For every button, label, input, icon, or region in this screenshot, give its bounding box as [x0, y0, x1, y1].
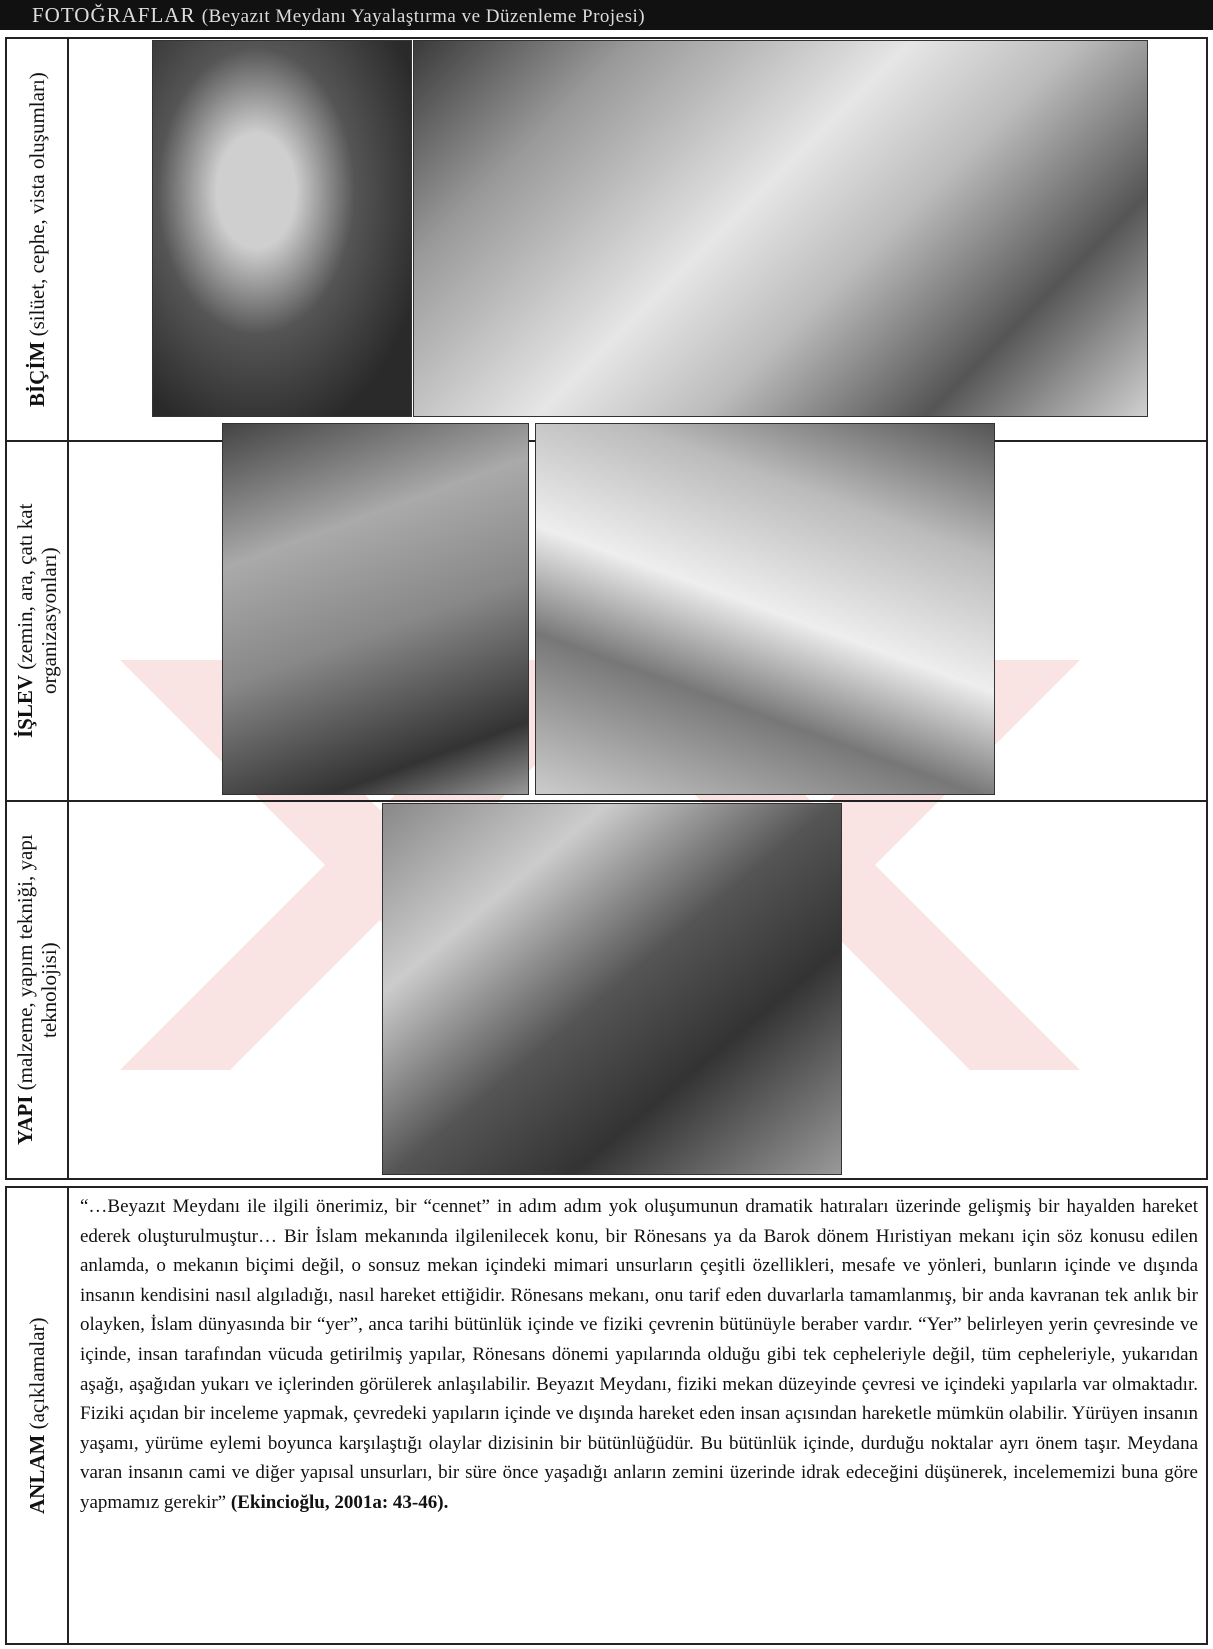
label-title: İŞLEV [13, 675, 37, 739]
citation: (Ekincioğlu, 2001a: 43-46). [230, 1491, 449, 1513]
photo [413, 40, 1148, 417]
row-label: ANLAM (açıklamalar) [7, 1188, 67, 1643]
row-label: İŞLEV (zemin, ara, çatı kat organizasyon… [7, 442, 67, 800]
photo-cell [67, 800, 1208, 1180]
header-title: FOTOĞRAFLAR [32, 3, 196, 27]
photo [382, 803, 842, 1175]
header: FOTOĞRAFLAR (Beyazıt Meydanı Yayalaştırm… [0, 0, 1213, 30]
photo [152, 40, 412, 417]
label-detail: (silüet, cephe, vista oluşumları) [25, 72, 49, 337]
label-detail: (açıklamalar) [25, 1317, 49, 1430]
quote: “…Beyazıt Meydanı ile ilgili önerimiz, b… [80, 1192, 1198, 1518]
label-detail: (malzeme, yapım tekniği, yapı teknolojis… [13, 834, 61, 1091]
label-title: BİÇİM [25, 341, 49, 407]
label-cell: BİÇİM (silüet, cephe, vista oluşumları) [5, 37, 69, 442]
photo [222, 423, 529, 795]
label-title: YAPI [13, 1095, 37, 1146]
label-cell: YAPI (malzeme, yapım tekniği, yapı tekno… [5, 800, 69, 1180]
row-label: YAPI (malzeme, yapım tekniği, yapı tekno… [7, 802, 67, 1178]
photo [535, 423, 995, 795]
label-detail: (zemin, ara, çatı kat organizasyonları) [13, 503, 61, 695]
label-cell: İŞLEV (zemin, ara, çatı kat organizasyon… [5, 440, 69, 802]
row-label: BİÇİM (silüet, cephe, vista oluşumları) [7, 39, 67, 440]
label-title: ANLAM [25, 1434, 49, 1514]
text-cell: “…Beyazıt Meydanı ile ilgili önerimiz, b… [67, 1186, 1208, 1645]
label-cell: ANLAM (açıklamalar) [5, 1186, 69, 1645]
quote-text: “…Beyazıt Meydanı ile ilgili önerimiz, b… [80, 1196, 1198, 1513]
header-subtitle: (Beyazıt Meydanı Yayalaştırma ve Düzenle… [201, 6, 646, 27]
